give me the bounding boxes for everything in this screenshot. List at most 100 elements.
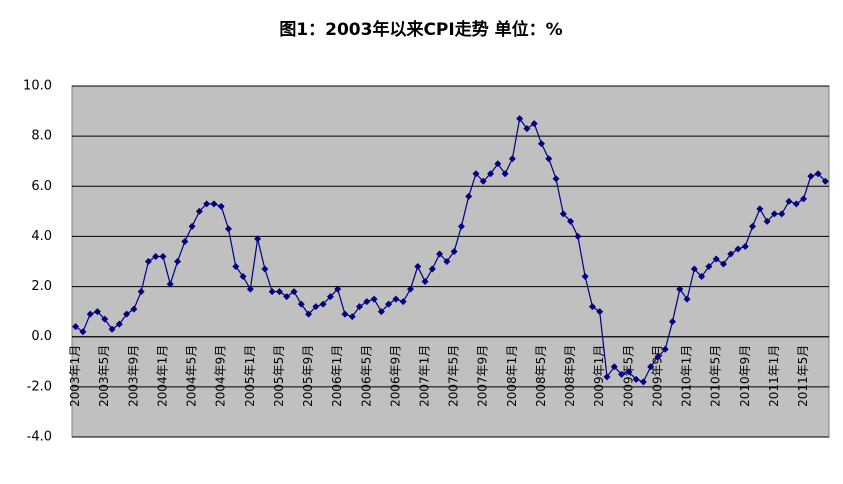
marker	[232, 263, 240, 271]
marker	[166, 280, 174, 288]
marker	[174, 258, 182, 265]
marker	[305, 310, 313, 318]
marker	[363, 298, 371, 306]
marker	[712, 255, 720, 263]
marker	[421, 278, 429, 286]
marker	[705, 263, 713, 271]
x-tick-label: 2005年1月	[243, 345, 257, 407]
x-tick-label: 2003年9月	[126, 345, 140, 407]
marker	[268, 288, 276, 296]
x-tick-label: 2003年5月	[97, 345, 111, 407]
x-tick-label: 2010年1月	[680, 345, 694, 407]
marker	[763, 217, 771, 225]
marker	[93, 308, 101, 316]
marker	[290, 288, 298, 296]
marker	[618, 370, 626, 378]
marker	[690, 265, 698, 273]
x-tick-label: 2008年9月	[563, 345, 577, 407]
marker	[523, 125, 531, 133]
marker	[574, 232, 582, 240]
marker	[72, 323, 80, 331]
y-tick-label: 8.0	[31, 129, 52, 144]
marker	[487, 170, 495, 178]
marker	[152, 252, 160, 260]
marker	[275, 288, 283, 296]
x-tick-label: 2009年1月	[592, 345, 606, 407]
marker	[588, 303, 596, 311]
x-tick-label: 2006年1月	[330, 345, 344, 407]
marker	[101, 315, 109, 323]
marker	[436, 250, 444, 258]
x-tick-label: 2004年1月	[155, 345, 169, 407]
marker	[130, 305, 138, 313]
marker	[741, 242, 749, 250]
x-tick-label: 2006年5月	[359, 345, 373, 407]
marker	[792, 200, 800, 208]
x-tick-label: 2009年5月	[621, 345, 635, 407]
marker	[501, 170, 509, 178]
marker	[749, 222, 757, 230]
marker	[188, 222, 196, 230]
x-tick-label: 2005年9月	[301, 345, 315, 407]
x-tick-label: 2009年9月	[650, 345, 664, 407]
marker	[159, 252, 167, 260]
marker	[283, 293, 291, 301]
x-tick-label: 2008年5月	[534, 345, 548, 407]
marker	[581, 273, 589, 281]
marker	[807, 172, 815, 180]
marker	[596, 308, 604, 316]
marker	[203, 200, 211, 208]
marker	[385, 300, 393, 308]
marker	[472, 170, 480, 178]
marker	[239, 273, 247, 281]
marker	[326, 293, 334, 301]
marker	[457, 222, 465, 230]
x-tick-label: 2003年1月	[68, 345, 82, 407]
marker	[465, 192, 473, 200]
marker	[217, 202, 225, 210]
marker	[727, 250, 735, 258]
marker	[516, 115, 524, 123]
marker	[443, 258, 451, 265]
x-tick-label: 2004年5月	[185, 345, 199, 407]
marker	[370, 295, 378, 303]
marker	[756, 205, 764, 213]
marker	[348, 313, 356, 321]
marker	[676, 285, 684, 293]
marker	[399, 298, 407, 306]
marker	[778, 210, 786, 218]
marker	[800, 195, 808, 203]
marker	[123, 310, 131, 318]
marker	[246, 285, 254, 293]
marker	[719, 260, 727, 268]
y-tick-label: 4.0	[31, 229, 52, 244]
marker	[552, 175, 560, 183]
marker	[559, 210, 567, 218]
y-tick-label: 10.0	[23, 79, 52, 94]
x-tick-label: 2004年9月	[214, 345, 228, 407]
marker	[603, 373, 611, 381]
marker	[108, 325, 116, 333]
marker	[669, 318, 677, 326]
marker	[356, 303, 364, 311]
marker	[377, 308, 385, 316]
x-tick-label: 2007年1月	[418, 345, 432, 407]
marker	[683, 295, 691, 303]
marker	[530, 120, 538, 128]
marker	[494, 160, 502, 168]
marker	[195, 207, 203, 215]
marker	[654, 353, 662, 361]
marker	[341, 310, 349, 318]
marker	[785, 197, 793, 205]
marker	[312, 303, 320, 311]
x-tick-label: 2010年5月	[709, 345, 723, 407]
x-tick-label: 2011年1月	[767, 345, 781, 407]
marker	[181, 237, 189, 245]
y-tick-label: -4.0	[27, 430, 52, 445]
x-tick-label: 2008年1月	[505, 345, 519, 407]
marker	[508, 155, 516, 163]
x-tick-label: 2005年5月	[272, 345, 286, 407]
marker	[770, 210, 778, 218]
marker	[821, 177, 829, 185]
